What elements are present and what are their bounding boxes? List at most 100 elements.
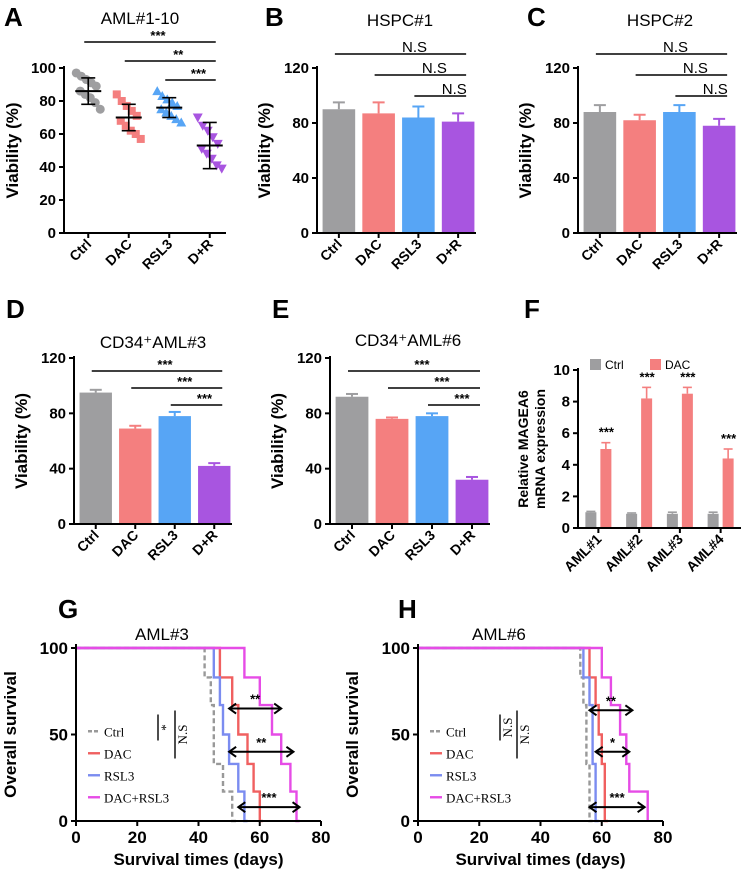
legend-label: Ctrl: [446, 724, 467, 739]
y-axis-label: Relative MAGEA6: [515, 390, 531, 508]
y-tick-label: 120: [297, 350, 322, 367]
y-tick-label: 120: [41, 350, 66, 367]
x-tick-label: AML#1: [561, 531, 605, 575]
x-tick-label: DAC: [365, 527, 398, 560]
x-tick-label: D+R: [433, 236, 464, 267]
y-tick-label: 40: [553, 170, 570, 187]
survival-curve-rsl3: [418, 646, 599, 823]
survival-curve-dac-rsl3: [418, 646, 649, 821]
y-tick-label: 8: [562, 394, 570, 411]
x-tick-label: 40: [531, 828, 550, 847]
y-tick-label: 10: [553, 362, 570, 379]
panel-letter: H: [398, 594, 417, 624]
bar-ctrl: [626, 513, 638, 528]
significance-label: *: [610, 735, 616, 750]
data-point: [116, 116, 125, 125]
y-tick-label: 40: [305, 461, 322, 478]
significance-label: ***: [434, 374, 450, 389]
legend-label: Ctrl: [104, 724, 125, 739]
panel-title: AML#6: [472, 625, 526, 644]
x-tick-label: D+R: [447, 527, 478, 558]
significance-label: ***: [599, 425, 615, 440]
data-point: [192, 113, 203, 123]
bar-dac: [362, 113, 395, 233]
y-tick-label: 40: [292, 170, 309, 187]
legend-label: Ctrl: [605, 358, 624, 372]
significance-label: **: [173, 47, 184, 62]
legend-label: RSL3: [104, 768, 134, 783]
y-tick-label: 80: [39, 93, 56, 110]
y-tick-label: 40: [39, 159, 56, 176]
arrow-head: [624, 704, 635, 717]
panel-title: HSPC#2: [627, 11, 693, 30]
panel-letter: C: [527, 2, 546, 32]
x-tick-label: 80: [654, 828, 673, 847]
arrow-head: [637, 801, 647, 813]
bar-dac: [681, 393, 693, 528]
bar-dac: [119, 428, 152, 524]
y-axis-label: Viability (%): [516, 102, 535, 198]
panel-letter: E: [272, 294, 289, 324]
bar-dac: [722, 458, 734, 528]
panel-c: C HSPC#2 Viability (%) 0 40 80 120 Ctrl DAC RSL3 D…: [516, 2, 737, 272]
data-point: [131, 130, 140, 138]
x-tick-label: D+R: [694, 236, 725, 267]
y-axis-label: Overall survival: [1, 671, 20, 798]
significance-label: ***: [150, 28, 166, 43]
y-tick-label: 100: [31, 60, 56, 77]
data-point: [122, 101, 131, 110]
y-tick-label: 0: [48, 225, 56, 242]
panel-title: CD34⁺AML#6: [355, 331, 461, 350]
data-point: [156, 104, 167, 114]
y-tick-label: 50: [49, 726, 68, 745]
y-tick-label: 80: [49, 405, 66, 422]
significance-label: N.S: [663, 39, 688, 56]
panel-title: CD34⁺AML#3: [100, 333, 206, 352]
x-tick-label: AML#4: [683, 531, 727, 575]
x-tick-label: Ctrl: [66, 236, 94, 264]
significance-label: **: [606, 693, 617, 708]
legend-label: DAC+RSL3: [446, 790, 511, 805]
significance-label: *: [158, 724, 173, 731]
arrow-head: [285, 745, 296, 758]
y-tick-label: 0: [301, 225, 309, 242]
significance-label: ***: [454, 391, 470, 406]
panel-d: D CD34⁺AML#3 Viability (%) 0 40 80 120 Ctrl DAC R…: [6, 294, 232, 563]
bar-ctrl: [583, 112, 617, 233]
x-tick-label: RSL3: [388, 236, 425, 273]
data-point: [91, 81, 101, 91]
bar-ctrl: [666, 513, 678, 528]
survival-curve-ctrl: [76, 646, 239, 823]
data-point: [216, 164, 227, 174]
panel-title: AML#3: [135, 625, 189, 644]
data-point: [212, 139, 223, 149]
data-point: [117, 97, 126, 105]
legend-label: DAC+RSL3: [104, 790, 169, 805]
bar-ctrl: [335, 396, 369, 524]
y-tick-label: 4: [562, 457, 571, 474]
significance-label: N.S: [402, 39, 427, 56]
significance-label: N.S: [422, 60, 447, 77]
x-tick-label: RSL3: [401, 527, 438, 564]
x-tick-label: AML#3: [642, 531, 686, 575]
data-point: [136, 134, 145, 143]
bar-dac: [375, 418, 409, 524]
panel-title: AML#1-10: [101, 9, 179, 28]
y-tick-label: 0: [58, 516, 66, 533]
arrow-head: [587, 801, 598, 813]
bar-ctrl: [707, 513, 719, 528]
x-tick-label: Ctrl: [73, 527, 101, 555]
significance-label: ***: [261, 790, 277, 805]
y-tick-label: 120: [284, 60, 309, 77]
arrow-head: [587, 704, 598, 717]
survival-curve-dac: [418, 646, 608, 823]
x-tick-label: Ctrl: [578, 236, 606, 264]
panel-e: E CD34⁺AML#6 Viability (%) 0 40 80 120 Ctrl DAC R…: [268, 294, 490, 563]
panel-title: HSPC#1: [367, 11, 433, 30]
x-tick-label: D+R: [189, 527, 220, 558]
legend-label: RSL3: [446, 768, 476, 783]
significance-label: ***: [197, 391, 213, 406]
panel-h: H AML#6 Overall survival Survival times (da…: [343, 594, 672, 869]
data-point: [152, 86, 163, 96]
y-axis-label: Viability (%): [3, 102, 22, 198]
